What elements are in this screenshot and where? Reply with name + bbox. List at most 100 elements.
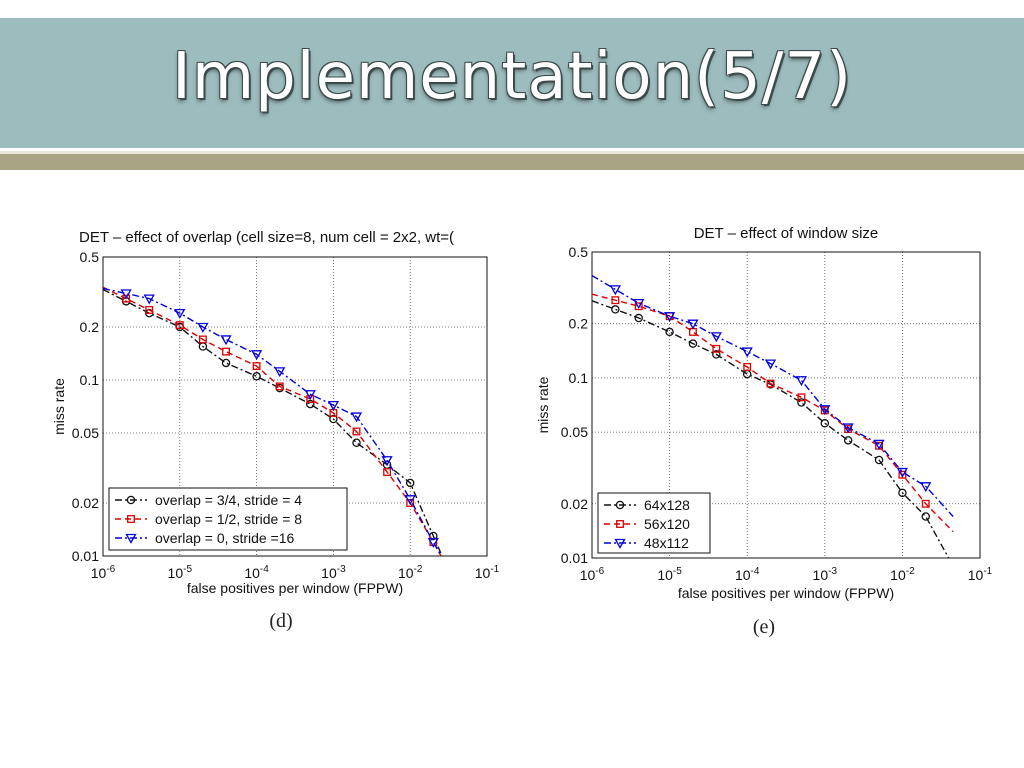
data-point [306,395,315,403]
data-point [306,399,315,409]
data-point [921,512,931,521]
data-point [743,363,752,371]
data-point [250,350,263,361]
data-point [797,393,806,402]
data-point [329,414,338,424]
figure-caption: (e) [753,616,775,638]
series-line [592,274,954,517]
y-tick-label: 0.5 [569,244,589,260]
data-point [874,455,884,465]
legend-marker [125,533,137,544]
y-tick-label: 0.01 [561,550,588,566]
data-point [174,308,186,319]
title-bar [0,18,1024,148]
chart-title: DET – effect of overlap (cell size=8, nu… [79,229,454,246]
data-point [920,482,932,493]
legend-box [108,487,348,551]
data-point [634,302,643,311]
data-point [795,376,808,387]
legend-marker [614,538,626,549]
plot-frame [102,256,488,557]
data-point [797,398,806,407]
x-tick-label: 10-3 [813,566,838,583]
y-tick-label: 0.02 [72,495,99,511]
x-tick-label: 10-4 [244,564,269,581]
data-point [405,478,415,488]
data-point [634,313,643,323]
x-tick-label: 10-1 [475,564,500,581]
data-point [427,537,439,548]
legend-label: 56x120 [644,516,690,532]
chart-window-size: 10-6 10-5 10-4 10-3 10-2 10-1 0.5 0.2 0.1 0.05 0.0… [535,225,993,638]
figure-caption: (d) [269,610,292,632]
data-point [352,427,361,436]
y-tick-label: 0.1 [569,370,589,386]
data-point [898,488,907,498]
slide-title: Implementation(5/7) [171,40,853,114]
data-point [609,285,621,296]
y-tick-label: 0.1 [80,372,100,388]
data-point [665,327,674,337]
legend-label: 64x128 [644,497,690,513]
x-axis-label: false positives per window (FPPW) [187,580,403,596]
data-point [611,296,620,305]
legend-label: 48x112 [644,535,689,551]
data-point [252,372,261,381]
data-point [327,400,340,411]
series-line [592,300,950,558]
legend-marker [127,515,135,523]
data-point [120,289,132,300]
x-tick-label: 10-6 [580,566,605,583]
x-tick-label: 10-1 [968,566,993,583]
y-tick-label: 0.05 [72,425,99,441]
data-point [252,362,261,371]
data-point [122,294,131,303]
data-point [352,438,361,448]
data-point [687,319,699,330]
data-point [710,332,722,343]
data-point [873,439,885,450]
x-tick-label: 10-6 [91,564,116,581]
chart-title: DET – effect of window size [694,225,879,242]
data-point [611,305,620,314]
x-tick-label: 10-5 [657,566,682,583]
x-tick-label: 10-5 [168,564,193,581]
data-point [197,322,209,333]
data-point [819,405,831,416]
x-tick-label: 10-3 [321,564,346,581]
x-axis-label: false positives per window (FPPW) [678,585,894,601]
data-point [843,436,853,445]
data-point [381,456,393,467]
y-axis-label: miss rate [51,378,67,435]
data-point [175,321,184,330]
y-tick-label: 0.01 [72,548,99,564]
y-tick-label: 0.02 [561,496,588,512]
data-point [220,335,232,346]
data-point [663,312,676,323]
title-underline-band [0,154,1024,170]
data-point [766,379,775,388]
data-point [921,499,930,508]
data-point [741,347,753,358]
y-tick-label: 0.05 [561,424,588,440]
legend: overlap = 3/4, stride = 4 overlap = 1/2, … [108,487,348,551]
data-point [275,382,284,391]
x-tick-label: 10-2 [890,566,915,583]
data-point [221,358,231,368]
data-point [143,294,155,305]
x-tick-label: 10-4 [735,566,760,583]
data-point [712,350,721,359]
series-line [103,287,442,556]
y-tick-label: 0.5 [80,249,100,265]
plot-frame [591,251,981,559]
legend-marker [126,495,136,505]
y-tick-label: 0.2 [80,319,100,335]
data-point [712,344,721,353]
x-tick-label: 10-2 [398,564,423,581]
data-point [764,359,777,370]
data-point [383,468,392,476]
data-point [350,412,363,423]
y-axis-label: miss rate [535,376,551,433]
data-point [404,495,416,506]
